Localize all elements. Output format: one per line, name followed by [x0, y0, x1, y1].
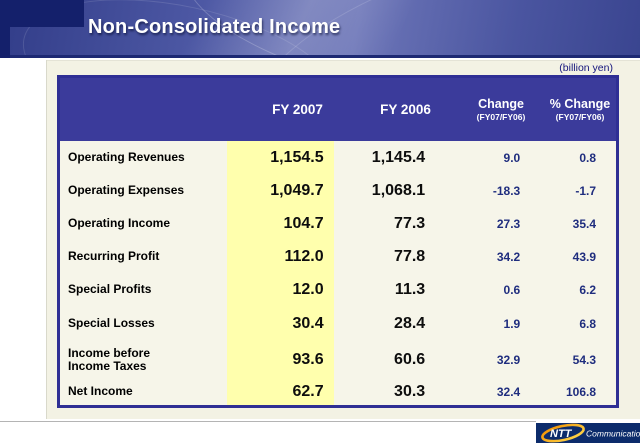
fy2006-value: 11.3 — [394, 280, 426, 298]
table-row: Operating Income 104.7 77.3 27.3 35.4 — [60, 207, 616, 240]
header-band — [10, 0, 640, 58]
pct-change-value: 43.9 — [572, 249, 597, 264]
pct-change-value: 106.8 — [565, 384, 597, 399]
pct-change-value: 35.4 — [572, 216, 597, 231]
table-row: Net Income 62.7 30.3 32.4 106.8 — [60, 378, 616, 405]
fy2006-value: 60.6 — [394, 350, 426, 368]
corner-accent-top — [0, 0, 84, 27]
row-label: Special Losses — [68, 316, 155, 330]
pct-change-value: 54.3 — [572, 352, 597, 367]
unit-label: (billion yen) — [559, 62, 613, 74]
table-row: Operating Expenses 1,049.7 1,068.1 -18.3… — [60, 174, 616, 207]
table-row: Income before Income Taxes 93.6 60.6 32.… — [60, 341, 616, 378]
change-value: 0.6 — [503, 282, 521, 297]
fy2007-value: 62.7 — [226, 378, 334, 405]
table-row: Special Losses 30.4 28.4 1.9 6.8 — [60, 306, 616, 341]
table-row: Recurring Profit 112.0 77.8 34.2 43.9 — [60, 240, 616, 273]
col-header-fy2006: FY 2006 — [353, 78, 458, 141]
col-header-rowlabels — [60, 78, 242, 141]
pct-change-value: 6.2 — [579, 282, 597, 297]
row-label: Special Profits — [68, 282, 152, 296]
corner-accent-left — [0, 0, 10, 58]
fy2006-value: 30.3 — [394, 382, 426, 400]
table-row: Operating Revenues 1,154.5 1,145.4 9.0 0… — [60, 141, 616, 174]
row-label: Operating Revenues — [68, 150, 185, 164]
row-label: Income before Income Taxes — [68, 345, 151, 373]
change-value: 32.9 — [496, 352, 521, 367]
col-header-label: FY 2006 — [380, 102, 431, 117]
ntt-communications-logo: NTT Communications — [536, 423, 640, 443]
content-panel: (billion yen) FY 2007 FY 2006 Change (FY… — [46, 60, 640, 419]
fy2007-value: 93.6 — [226, 341, 334, 378]
fy2007-value: 1,049.7 — [226, 174, 334, 207]
fy2007-value: 112.0 — [226, 240, 334, 273]
col-header-sublabel: (FY07/FY06) — [555, 111, 605, 122]
row-label: Net Income — [68, 384, 133, 398]
col-header-label: % Change — [549, 96, 611, 111]
fy2006-value: 1,145.4 — [371, 148, 426, 166]
change-value: 9.0 — [503, 150, 521, 165]
fy2006-value: 28.4 — [394, 314, 426, 332]
svg-text:NTT: NTT — [550, 428, 573, 440]
change-value: 1.9 — [503, 316, 521, 331]
col-header-label: Change — [478, 96, 524, 111]
pct-change-value: -1.7 — [575, 183, 597, 198]
pct-change-value: 0.8 — [579, 150, 597, 165]
fy2006-value: 77.3 — [394, 214, 426, 232]
change-value: 27.3 — [496, 216, 521, 231]
fy2006-value: 1,068.1 — [371, 181, 426, 199]
table-header-row: FY 2007 FY 2006 Change (FY07/FY06) % Cha… — [60, 78, 616, 141]
col-header-sublabel: (FY07/FY06) — [476, 111, 526, 122]
fy2007-value: 12.0 — [226, 273, 334, 306]
fy2007-value: 1,154.5 — [226, 141, 334, 174]
change-value: -18.3 — [492, 183, 521, 198]
col-header-pct-change: % Change (FY07/FY06) — [544, 78, 616, 141]
fy2006-value: 77.8 — [394, 247, 426, 265]
svg-text:Communications: Communications — [586, 429, 640, 439]
pct-change-value: 6.8 — [579, 316, 597, 331]
change-value: 34.2 — [496, 249, 521, 264]
ntt-logo-graphic: NTT Communications — [541, 423, 640, 443]
table-row: Special Profits 12.0 11.3 0.6 6.2 — [60, 273, 616, 306]
income-table: FY 2007 FY 2006 Change (FY07/FY06) % Cha… — [57, 75, 619, 408]
col-header-label: FY 2007 — [272, 102, 323, 117]
col-header-fy2007: FY 2007 — [242, 78, 353, 141]
footer-divider — [0, 421, 536, 422]
row-label: Operating Income — [68, 216, 171, 230]
change-value: 32.4 — [496, 384, 521, 399]
row-label: Operating Expenses — [68, 183, 185, 197]
col-header-change: Change (FY07/FY06) — [458, 78, 544, 141]
fy2007-value: 104.7 — [226, 207, 334, 240]
page-title: Non-Consolidated Income — [88, 16, 341, 38]
row-label: Recurring Profit — [68, 249, 160, 263]
fy2007-value: 30.4 — [226, 306, 334, 341]
